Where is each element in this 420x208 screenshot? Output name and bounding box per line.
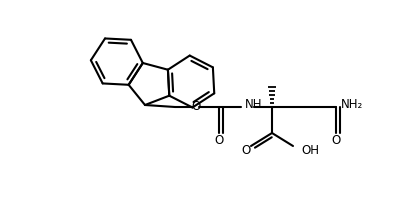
Text: NH: NH (245, 99, 262, 111)
Text: OH: OH (301, 145, 319, 157)
Text: O: O (214, 134, 223, 146)
Text: NH₂: NH₂ (341, 99, 363, 111)
Text: O: O (241, 145, 251, 157)
Text: O: O (192, 100, 201, 114)
Text: O: O (331, 134, 341, 146)
